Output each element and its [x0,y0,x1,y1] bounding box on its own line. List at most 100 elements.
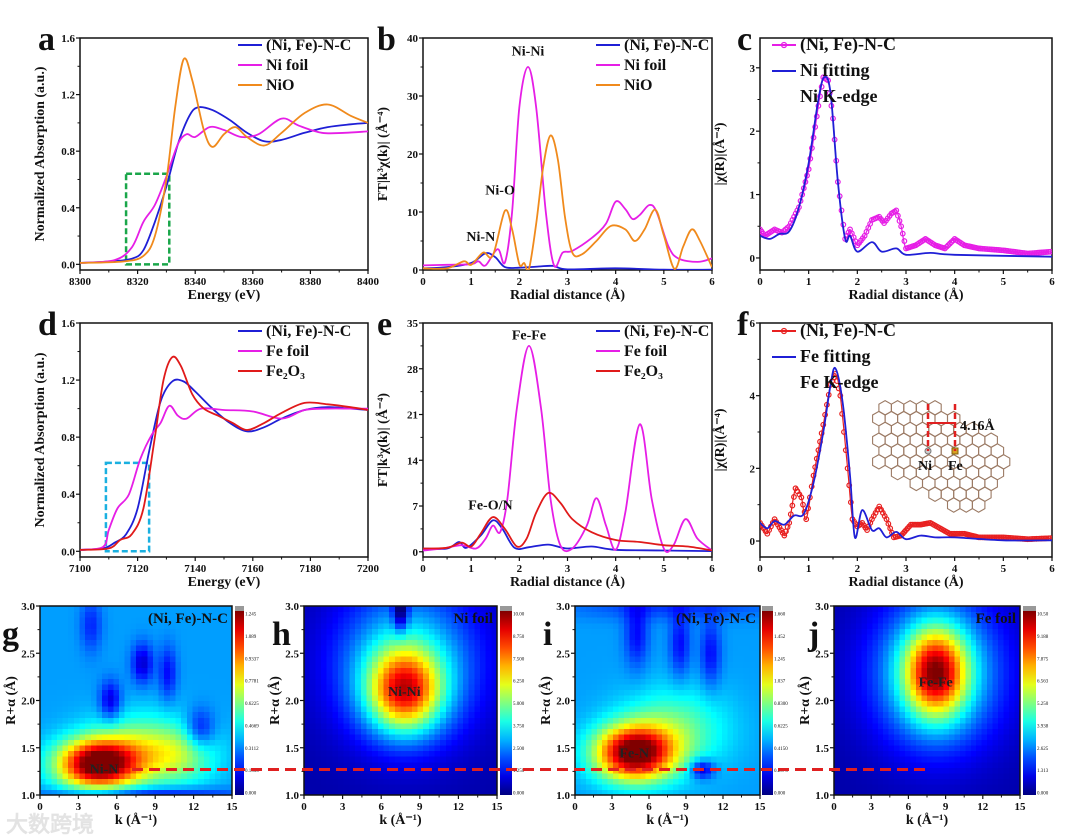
heatmap-cell [716,672,723,679]
heatmap-cell [474,656,481,663]
heatmap-cell [226,761,233,768]
heatmap-cell [377,711,385,718]
heatmap-cell [372,633,379,640]
heatmap-cell [591,750,598,757]
heatmap-cell [164,772,171,779]
heatmap-cell [844,633,852,640]
heatmap-cell [451,717,458,724]
heatmap-cell [355,756,362,763]
heatmap-cell [905,606,912,613]
heatmap-cell [711,656,718,663]
heatmap-cell [338,661,345,668]
heatmap-cell [124,617,131,624]
heatmap-cell [705,750,712,757]
heatmap-cell [411,750,419,757]
heatmap-cell [181,750,188,757]
heatmap-cell [309,639,316,646]
heatmap-cell [107,650,115,657]
heatmap-cell [462,611,470,618]
heatmap-cell [411,772,419,779]
heatmap-cell [754,767,761,774]
heatmap-cell [927,789,934,796]
heatmap-cell [491,617,498,624]
y-axis-label: FT|k³χ(k)| (Å⁻⁴) [375,107,391,201]
heatmap-cell [623,667,631,674]
heatmap-cell [485,667,492,674]
heatmap-cell [372,628,379,635]
heatmap-cell [921,689,928,696]
heatmap-cell [645,672,652,679]
heatmap-cell [894,722,901,729]
heatmap-cell [872,711,879,718]
heatmap-cell [152,789,160,796]
x-tick-label: 2 [855,276,861,288]
heatmap-cell [40,689,47,696]
heatmap-cell [209,778,216,785]
heatmap-cell [855,750,862,757]
heatmap-cell [338,617,345,624]
heatmap-cell [434,711,441,718]
heatmap-cell [203,744,211,752]
heatmap-cell [618,733,625,741]
heatmap-cell [90,778,98,785]
heatmap-cell [40,656,47,663]
heatmap-cell [916,683,923,690]
heatmap-cell [916,733,923,741]
heatmap-cell [355,694,362,702]
heatmap-cell [749,606,756,613]
heatmap-cell [326,728,333,735]
heatmap-cell [738,717,745,724]
heatmap-cell [79,733,86,741]
heatmap-cell [596,739,603,746]
heatmap-cell [136,778,143,785]
heatmap-cell [462,756,470,763]
x-tick-label: 6 [1049,276,1055,288]
heatmap-cell [894,689,901,696]
heatmap-cell [124,694,131,702]
heatmap-cell [850,761,857,768]
heatmap-cell [694,700,701,707]
heatmap-cell [198,694,205,702]
heatmap-cell [839,722,846,729]
heatmap-cell [406,639,413,646]
heatmap-cell [192,717,199,724]
heatmap-cell [575,761,582,768]
heatmap-cell [651,711,658,718]
heatmap-cell [164,783,171,791]
y-tick-label: 4 [750,391,756,403]
heatmap-cell [45,739,52,746]
heatmap-cell [360,617,368,624]
heatmap-cell [355,722,362,729]
heatmap-cell [468,694,475,702]
heatmap-cell [738,667,745,674]
heatmap-cell [474,617,481,624]
heatmap-cell [721,689,728,696]
heatmap-cell [683,689,690,696]
heatmap-cell [645,756,652,763]
heatmap-cell [855,700,862,707]
heatmap-cell [656,611,663,618]
heatmap-cell [855,622,862,629]
heatmap-cell [124,667,131,674]
heatmap-cell [888,778,895,785]
heatmap-cell [119,672,126,679]
heatmap-cell [107,694,115,702]
heatmap-cell [85,689,92,696]
heatmap-cell [203,667,211,674]
heatmap-cell [844,689,852,696]
heatmap-cell [383,683,390,690]
heatmap-cell [491,689,498,696]
heatmap-cell [866,700,873,707]
heatmap-cell [366,761,373,768]
x-tick-label: 0 [301,801,307,813]
heatmap-cell [479,661,487,668]
heatmap-cell [445,739,453,746]
heatmap-cell [394,789,402,796]
heatmap-cell [423,711,430,718]
heatmap-cell [62,656,69,663]
heatmap-cell [434,622,441,629]
heatmap-cell [406,678,413,685]
heatmap-cell [40,761,47,768]
heatmap-cell [872,706,879,713]
data-point [901,238,908,244]
